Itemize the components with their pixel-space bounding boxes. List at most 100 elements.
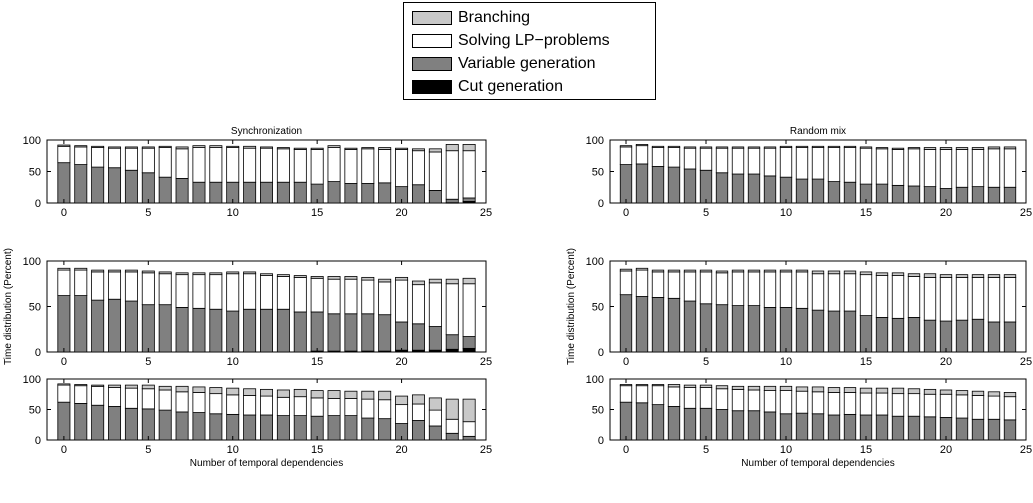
bar-segment — [395, 404, 409, 424]
bar-segment — [859, 146, 873, 149]
x-tick-label: 20 — [395, 356, 407, 368]
bar-segment — [843, 392, 857, 415]
bar-segment — [158, 145, 172, 148]
bar-segment — [619, 385, 633, 403]
legend-item-branching: Branching — [412, 9, 652, 29]
bar-segment — [445, 348, 459, 353]
bar-segment — [276, 396, 290, 416]
y-tick-label: 100 — [23, 374, 41, 386]
bar-segment — [243, 395, 257, 416]
bar-segment — [260, 146, 273, 149]
bar-segment — [747, 385, 761, 391]
bar-segment — [209, 145, 223, 148]
bar-segment — [731, 173, 745, 204]
bar-segment — [971, 149, 985, 188]
bar-segment — [795, 386, 809, 392]
bar-segment — [923, 319, 937, 353]
bar-segment — [226, 310, 240, 353]
bar-segment — [731, 410, 745, 441]
bar-segment — [907, 317, 921, 353]
bar-segment — [1003, 274, 1017, 278]
bar-segment — [209, 272, 223, 276]
x-tick-label: 0 — [61, 207, 67, 219]
bar-segment — [91, 145, 105, 148]
bar-segment — [955, 417, 969, 441]
bar-segment — [428, 278, 442, 284]
bar-segment — [395, 149, 409, 188]
bar-segment — [378, 399, 392, 420]
bar-segment — [683, 146, 697, 149]
bar-segment — [243, 388, 257, 396]
bar-segment — [462, 283, 476, 337]
bar-segment — [378, 418, 392, 441]
bar-segment — [619, 145, 633, 148]
legend-label: Branching — [458, 9, 531, 26]
bar-segment — [260, 147, 273, 183]
bar-segment — [124, 407, 138, 441]
bar-segment — [683, 384, 697, 388]
bar-segment — [361, 417, 375, 441]
bar-segment — [843, 270, 857, 275]
bar-segment — [361, 390, 375, 400]
bar-segment — [939, 320, 953, 353]
bar-segment — [907, 147, 921, 150]
bar-segment — [875, 317, 889, 353]
bar-segment — [699, 147, 713, 171]
bar-segment — [891, 415, 905, 441]
bar-segment — [74, 146, 88, 165]
bar-segment — [226, 273, 240, 312]
bar-segment — [635, 145, 649, 165]
bar-segment — [108, 298, 122, 353]
bar-segment — [939, 276, 953, 322]
bar-segment — [907, 388, 921, 395]
bar-segment — [779, 145, 793, 148]
x-tick-label: 25 — [1020, 207, 1032, 219]
bar-segment — [715, 409, 729, 441]
x-tick-label: 25 — [480, 356, 492, 368]
bar-segment — [923, 186, 937, 204]
bar-segment — [667, 147, 681, 168]
bar-segment — [124, 271, 138, 302]
bar-segment — [891, 393, 905, 417]
bar-segment — [260, 388, 273, 397]
bar-segment — [875, 183, 889, 204]
bar-segment — [699, 303, 713, 353]
bar-segment — [108, 167, 122, 204]
bar-segment — [763, 175, 777, 204]
x-tick-label: 0 — [61, 444, 67, 456]
bar-segment — [276, 181, 290, 204]
bar-segment — [667, 386, 681, 407]
x-tick-label: 0 — [623, 207, 629, 219]
bar-segment — [811, 386, 825, 393]
bar-segment — [378, 182, 392, 204]
bar-segment — [175, 272, 189, 276]
bar-segment — [57, 384, 71, 403]
bar-segment — [462, 336, 476, 349]
bar-segment — [327, 147, 341, 182]
y-tick-label: 50 — [29, 167, 41, 179]
bar-segment — [445, 418, 459, 434]
panel-title: Synchronization — [231, 126, 302, 137]
x-tick-label: 25 — [480, 444, 492, 456]
bar-segment — [209, 181, 223, 204]
bar-segment — [971, 274, 985, 278]
bar-segment — [1003, 396, 1017, 421]
bar-segment — [462, 144, 476, 152]
bar-segment — [293, 388, 307, 398]
y-tick-label: 0 — [35, 198, 41, 210]
bar-segment — [462, 347, 476, 353]
bar-segment — [699, 384, 713, 388]
bar-segment — [987, 321, 1001, 353]
x-tick-label: 10 — [780, 444, 792, 456]
bar-segment — [310, 390, 324, 399]
y-tick-label: 50 — [592, 302, 604, 314]
bar-segment — [57, 295, 71, 353]
x-tick-label: 15 — [860, 444, 872, 456]
bar-segment — [811, 413, 825, 441]
bar-segment — [243, 273, 257, 310]
x-tick-label: 20 — [940, 356, 952, 368]
bar-segment — [428, 397, 442, 411]
bar-segment — [731, 385, 745, 390]
bar-segment — [635, 269, 649, 297]
bar-segment — [891, 275, 905, 319]
